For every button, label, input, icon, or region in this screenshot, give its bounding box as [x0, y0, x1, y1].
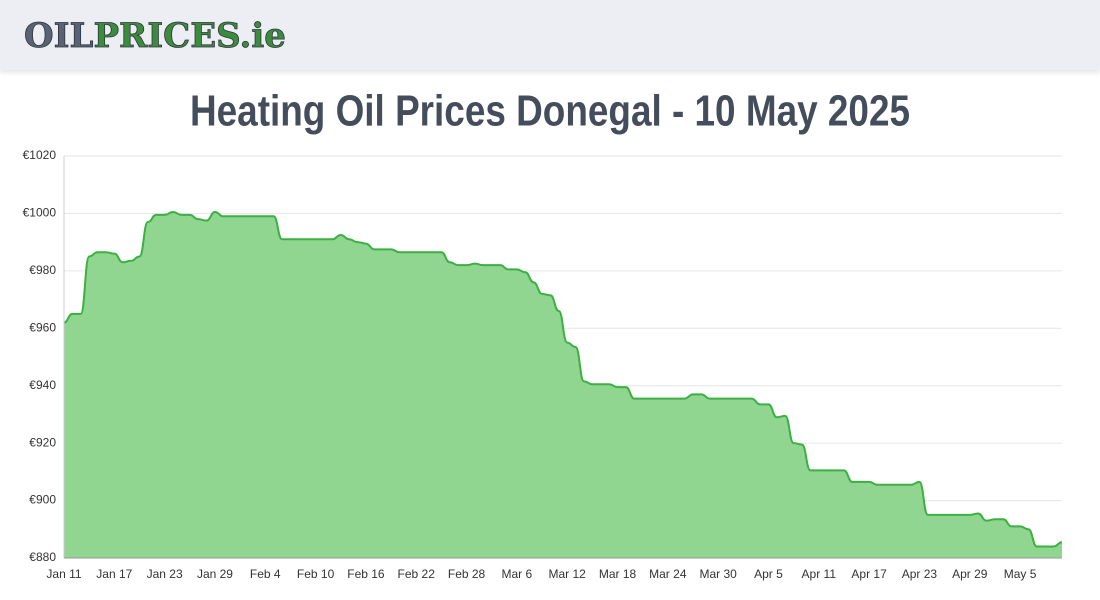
y-tick-label: €980	[29, 263, 56, 277]
x-tick-label: Mar 30	[699, 567, 737, 581]
x-tick-label: Apr 23	[902, 567, 938, 581]
x-tick-label: Jan 11	[46, 567, 81, 581]
price-line	[63, 210, 1063, 548]
y-tick-label: €960	[29, 320, 56, 334]
x-tick-label: Mar 12	[549, 567, 587, 581]
logo[interactable]: OILPRICES.ie	[24, 16, 287, 57]
logo-left: OIL	[24, 16, 94, 56]
x-tick-label: Apr 5	[754, 567, 783, 581]
x-tick-label: Feb 28	[448, 567, 486, 581]
x-tick-label: Feb 10	[297, 567, 335, 581]
x-tick-label: Mar 6	[502, 567, 533, 581]
x-tick-label: Feb 16	[347, 567, 385, 581]
y-tick-label: €1000	[23, 206, 57, 220]
y-tick-label: €880	[29, 550, 56, 564]
x-tick-label: Apr 17	[851, 567, 887, 581]
y-tick-label: €1020	[23, 148, 57, 162]
plot-area: €880 €900 €920 €940 €960 €980 €1000 €1020 Jan 11…	[23, 148, 1063, 581]
x-tick-label: Mar 18	[599, 567, 637, 581]
x-tick-label: Feb 4	[250, 567, 281, 581]
y-tick-label: €900	[29, 493, 56, 507]
x-tick-label: Apr 11	[802, 567, 837, 581]
area-fill	[64, 211, 1062, 558]
x-tick-label: Apr 29	[952, 567, 988, 581]
x-tick-label: Mar 24	[649, 567, 687, 581]
y-tick-label: €940	[29, 378, 56, 392]
x-tick-label: May 5	[1004, 567, 1037, 581]
x-tick-label: Jan 29	[197, 567, 233, 581]
y-tick-label: €920	[29, 435, 56, 449]
x-tick-label: Feb 22	[398, 567, 436, 581]
x-tick-label: Jan 23	[147, 567, 183, 581]
x-tick-label: Jan 17	[96, 567, 132, 581]
header-bar	[0, 0, 1100, 70]
logo-right: PRICES.ie	[93, 16, 285, 56]
chart-title: Heating Oil Prices Donegal - 10 May 2025	[190, 87, 910, 136]
